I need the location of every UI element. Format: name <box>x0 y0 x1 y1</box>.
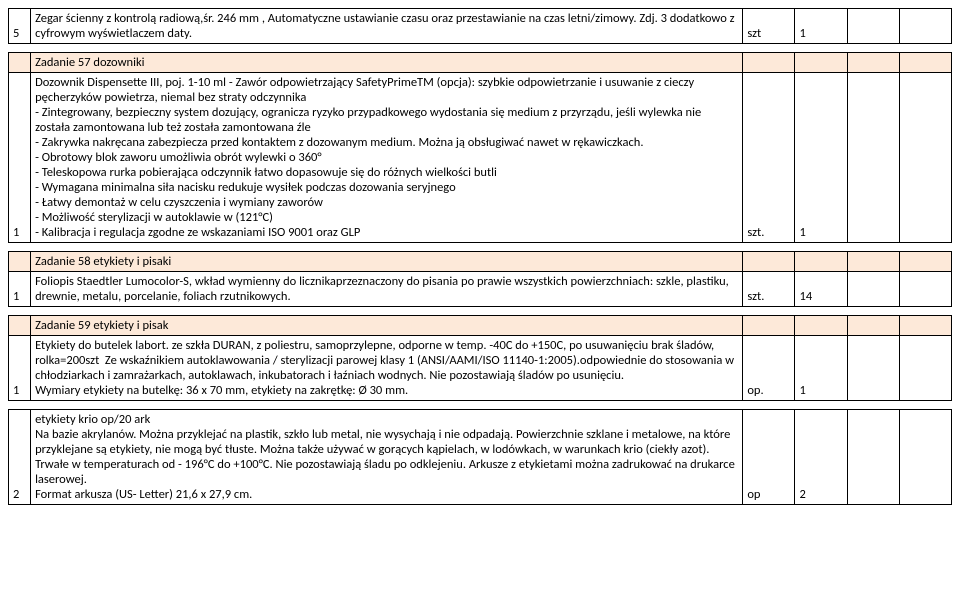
spec-table: 5 Zegar ścienny z kontrolą radiową,śr. 2… <box>8 8 952 505</box>
row-unit: szt. <box>743 73 795 243</box>
task-title: Zadanie 59 etykiety i pisak <box>31 316 743 336</box>
row-desc: Zegar ścienny z kontrolą radiową,śr. 246… <box>31 9 743 44</box>
row-desc: Etykiety do butelek labort. ze szkła DUR… <box>31 336 743 401</box>
row-desc: etykiety krio op/20 ark Na bazie akrylan… <box>31 410 743 505</box>
row-qty: 1 <box>795 336 847 401</box>
row-num: 1 <box>9 336 31 401</box>
table-row: 2 etykiety krio op/20 ark Na bazie akryl… <box>9 410 952 505</box>
empty-cell <box>847 9 899 44</box>
empty-cell <box>899 9 951 44</box>
row-unit: szt <box>743 9 795 44</box>
row-num: 2 <box>9 410 31 505</box>
row-qty: 1 <box>795 73 847 243</box>
task-title: Zadanie 57 dozowniki <box>31 53 743 73</box>
task-header-57: Zadanie 57 dozowniki <box>9 53 952 73</box>
row-unit: op. <box>743 336 795 401</box>
task-title: Zadanie 58 etykiety i pisaki <box>31 252 743 272</box>
task-header-59: Zadanie 59 etykiety i pisak <box>9 316 952 336</box>
row-desc: Dozownik Dispensette III, poj. 1-10 ml -… <box>31 73 743 243</box>
row-qty: 1 <box>795 9 847 44</box>
table-row: 1 Etykiety do butelek labort. ze szkła D… <box>9 336 952 401</box>
row-unit: op <box>743 410 795 505</box>
row-num: 1 <box>9 73 31 243</box>
task-header-58: Zadanie 58 etykiety i pisaki <box>9 252 952 272</box>
table-row: 1 Dozownik Dispensette III, poj. 1-10 ml… <box>9 73 952 243</box>
row-num: 5 <box>9 9 31 44</box>
row-num: 1 <box>9 272 31 307</box>
table-row: 5 Zegar ścienny z kontrolą radiową,śr. 2… <box>9 9 952 44</box>
row-qty: 14 <box>795 272 847 307</box>
empty-cell <box>9 53 31 73</box>
row-desc: Foliopis Staedtler Lumocolor-S, wkład wy… <box>31 272 743 307</box>
row-unit: szt. <box>743 272 795 307</box>
table-row: 1 Foliopis Staedtler Lumocolor-S, wkład … <box>9 272 952 307</box>
row-qty: 2 <box>795 410 847 505</box>
